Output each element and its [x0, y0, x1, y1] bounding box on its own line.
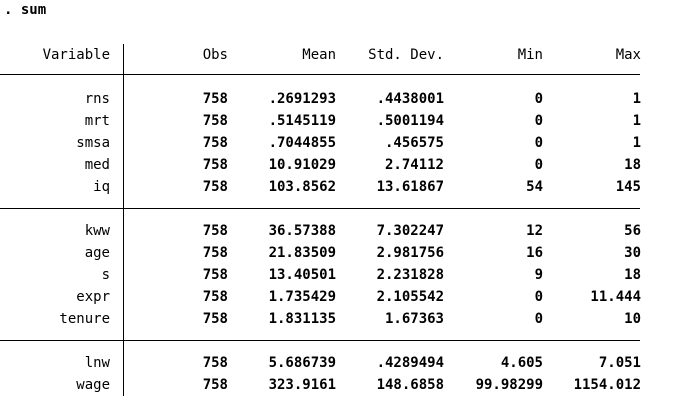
cell-min: 4.605 [500, 355, 543, 371]
table-header-row: Variable Obs Mean Std. Dev. Min Max [0, 44, 689, 66]
cell-min: 0 [534, 311, 543, 327]
cell-min: 12 [526, 223, 543, 239]
cell-mean: .2691293 [268, 91, 336, 107]
header-min: Min [517, 47, 543, 63]
header-obs: Obs [202, 47, 228, 63]
cell-variable: wage [76, 377, 110, 393]
cell-variable: kww [84, 223, 110, 239]
cell-variable: s [101, 267, 110, 283]
cell-min: 0 [534, 157, 543, 173]
cell-max: 1 [632, 91, 641, 107]
table-row: med 758 10.91029 2.74112 0 18 [0, 154, 689, 176]
cell-variable: tenure [59, 311, 110, 327]
cell-max: 1 [632, 113, 641, 129]
group-separator-2 [0, 340, 640, 341]
cell-obs: 758 [202, 245, 228, 261]
cell-max: 11.444 [590, 289, 641, 305]
cell-mean: 5.686739 [268, 355, 336, 371]
table-row: age 758 21.83509 2.981756 16 30 [0, 242, 689, 264]
cell-max: 145 [615, 179, 641, 195]
cell-max: 1154.012 [573, 377, 641, 393]
cell-mean: 21.83509 [268, 245, 336, 261]
table-row: tenure 758 1.831135 1.67363 0 10 [0, 308, 689, 330]
cell-obs: 758 [202, 377, 228, 393]
cell-min: 0 [534, 91, 543, 107]
table-row: iq 758 103.8562 13.61867 54 145 [0, 176, 689, 198]
cell-variable: mrt [84, 113, 110, 129]
cell-variable: rns [84, 91, 110, 107]
cell-max: 18 [624, 267, 641, 283]
cell-variable: iq [93, 179, 110, 195]
header-separator [0, 74, 640, 75]
cell-mean: 36.57388 [268, 223, 336, 239]
table-row: smsa 758 .7044855 .456575 0 1 [0, 132, 689, 154]
header-variable: Variable [42, 47, 110, 63]
cell-obs: 758 [202, 289, 228, 305]
cell-min: 9 [534, 267, 543, 283]
summary-table: Variable Obs Mean Std. Dev. Min Max rns 7… [0, 44, 689, 396]
header-std-dev: Std. Dev. [368, 47, 444, 63]
cell-std-dev: .4289494 [376, 355, 444, 371]
group-separator-1 [0, 208, 640, 209]
cell-std-dev: .456575 [384, 135, 444, 151]
cell-obs: 758 [202, 311, 228, 327]
cell-variable: lnw [84, 355, 110, 371]
cell-mean: .7044855 [268, 135, 336, 151]
cell-min: 0 [534, 135, 543, 151]
cell-mean: 1.735429 [268, 289, 336, 305]
cell-max: 18 [624, 157, 641, 173]
table-row: lnw 758 5.686739 .4289494 4.605 7.051 [0, 352, 689, 374]
header-mean: Mean [302, 47, 336, 63]
cell-max: 1 [632, 135, 641, 151]
cell-mean: 13.40501 [268, 267, 336, 283]
cell-std-dev: .5001194 [376, 113, 444, 129]
table-row: s 758 13.40501 2.231828 9 18 [0, 264, 689, 286]
cell-variable: age [84, 245, 110, 261]
cell-variable: expr [76, 289, 110, 305]
cell-obs: 758 [202, 135, 228, 151]
cell-std-dev: 13.61867 [376, 179, 444, 195]
cell-obs: 758 [202, 179, 228, 195]
table-row: mrt 758 .5145119 .5001194 0 1 [0, 110, 689, 132]
table-row: rns 758 .2691293 .4438001 0 1 [0, 88, 689, 110]
cell-std-dev: 1.67363 [384, 311, 444, 327]
header-max: Max [615, 47, 641, 63]
cell-mean: 103.8562 [268, 179, 336, 195]
table-row: expr 758 1.735429 2.105542 0 11.444 [0, 286, 689, 308]
cell-obs: 758 [202, 113, 228, 129]
cell-obs: 758 [202, 355, 228, 371]
cell-std-dev: 2.981756 [376, 245, 444, 261]
column-divider [123, 44, 124, 396]
cell-min: 16 [526, 245, 543, 261]
table-row: kww 758 36.57388 7.302247 12 56 [0, 220, 689, 242]
cell-std-dev: 2.105542 [376, 289, 444, 305]
cell-mean: 1.831135 [268, 311, 336, 327]
table-row: wage 758 323.9161 148.6858 99.98299 1154.012 [0, 374, 689, 396]
cell-std-dev: 7.302247 [376, 223, 444, 239]
cell-min: 0 [534, 289, 543, 305]
cell-max: 7.051 [598, 355, 641, 371]
cell-max: 10 [624, 311, 641, 327]
cell-mean: .5145119 [268, 113, 336, 129]
cell-obs: 758 [202, 157, 228, 173]
cell-min: 0 [534, 113, 543, 129]
cell-std-dev: 2.74112 [384, 157, 444, 173]
cell-mean: 10.91029 [268, 157, 336, 173]
cell-std-dev: 148.6858 [376, 377, 444, 393]
cell-max: 56 [624, 223, 641, 239]
cell-variable: smsa [76, 135, 110, 151]
cell-std-dev: .4438001 [376, 91, 444, 107]
cell-obs: 758 [202, 267, 228, 283]
cell-std-dev: 2.231828 [376, 267, 444, 283]
cell-max: 30 [624, 245, 641, 261]
cell-min: 99.98299 [475, 377, 543, 393]
cell-obs: 758 [202, 91, 228, 107]
command-prompt: . sum [4, 2, 47, 18]
cell-obs: 758 [202, 223, 228, 239]
cell-mean: 323.9161 [268, 377, 336, 393]
cell-min: 54 [526, 179, 543, 195]
cell-variable: med [84, 157, 110, 173]
